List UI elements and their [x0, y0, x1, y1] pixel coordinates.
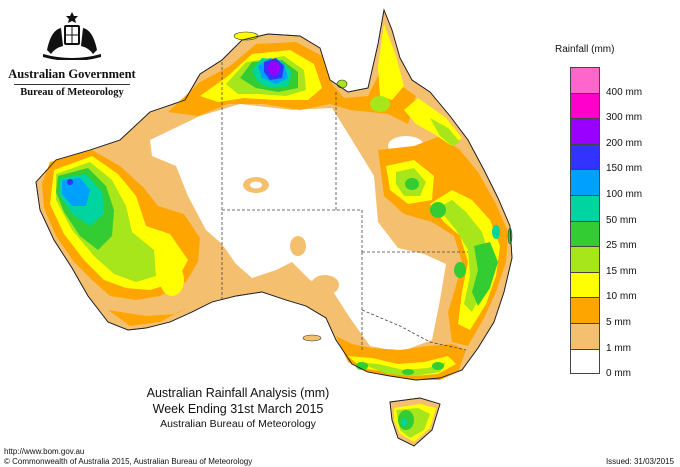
legend-swatch	[570, 92, 600, 119]
legend-swatch	[570, 194, 600, 221]
qld-inland-cell	[430, 202, 446, 218]
coastline	[35, 8, 513, 381]
wa-south-coast	[108, 306, 190, 326]
vic-50mm-cell-2	[402, 369, 414, 375]
legend-title: Rainfall (mm)	[555, 44, 615, 55]
legend-label: 400 mm	[606, 86, 643, 98]
legend-label: 100 mm	[606, 189, 643, 200]
dry-interior	[150, 104, 446, 352]
legend-label: 0 mm	[606, 368, 631, 380]
legend-label: 10 mm	[606, 291, 637, 303]
legend-label: 200 mm	[606, 137, 643, 149]
groote-island	[336, 79, 348, 89]
title-divider	[14, 84, 130, 85]
wa-200mm-cell	[67, 179, 73, 185]
legend-swatch	[570, 348, 600, 375]
border-nsw-vic	[361, 309, 467, 351]
map-title-block: Australian Rainfall Analysis (mm) Week E…	[118, 385, 358, 431]
nsw-cell-1	[454, 262, 466, 278]
legend-swatch	[570, 297, 600, 323]
qld-50mm-cell	[405, 178, 419, 190]
legend-swatch	[570, 143, 600, 170]
nt-300mm-core	[268, 61, 280, 75]
map-subtitle: Week Ending 31st March 2015	[152, 402, 324, 416]
tas-100mm-cell	[401, 418, 407, 426]
legend-label: 25 mm	[606, 240, 637, 252]
legend-swatch	[570, 246, 600, 272]
legend-label: 15 mm	[606, 265, 637, 277]
wa-150mm-zone	[62, 178, 90, 206]
state-borders	[221, 62, 468, 351]
legend-swatch	[570, 271, 600, 298]
source-url: http://www.bom.gov.au	[4, 447, 85, 456]
copyright-text: © Commonwealth of Australia 2015, Austra…	[4, 457, 253, 466]
kangaroo-island	[302, 334, 322, 342]
nsw-cell-2	[492, 225, 500, 239]
legend-swatch	[570, 118, 600, 144]
wa-north-yellow	[160, 264, 184, 296]
map-title: Australian Rainfall Analysis (mm)	[146, 386, 330, 400]
tasmania-coastline	[389, 397, 441, 447]
legend-swatch	[570, 67, 600, 93]
bureau-title: Bureau of Meteorology	[20, 87, 124, 98]
cape-york-rain	[378, 24, 404, 100]
coat-of-arms-icon	[43, 12, 101, 61]
government-title: Australian Government	[8, 67, 136, 81]
issued-date: Issued: 31/03/2015	[605, 457, 674, 466]
legend-label: 50 mm	[606, 214, 637, 226]
legend-label: 1 mm	[606, 342, 631, 354]
rain-patch-central-core	[250, 181, 262, 189]
government-logo-block: Australian Government Bureau of Meteorol…	[8, 10, 136, 98]
map-credit: Australian Bureau of Meteorology	[160, 418, 316, 430]
legend-swatch	[570, 220, 600, 247]
vic-25mm-band	[356, 362, 446, 376]
qld-north-coast-green	[430, 118, 460, 146]
rain-patch-sa	[290, 236, 306, 256]
legend-label: 150 mm	[606, 163, 643, 175]
gulf-green	[370, 96, 390, 112]
legend-swatch	[570, 322, 600, 349]
legend	[570, 67, 600, 375]
rain-patch-sa2	[311, 275, 339, 295]
legend-label: 300 mm	[606, 112, 643, 124]
legend-swatch	[570, 169, 600, 195]
nsw-coast-green	[472, 242, 498, 306]
legend-label: 5 mm	[606, 317, 631, 328]
vic-50mm-cell-3	[432, 362, 444, 370]
